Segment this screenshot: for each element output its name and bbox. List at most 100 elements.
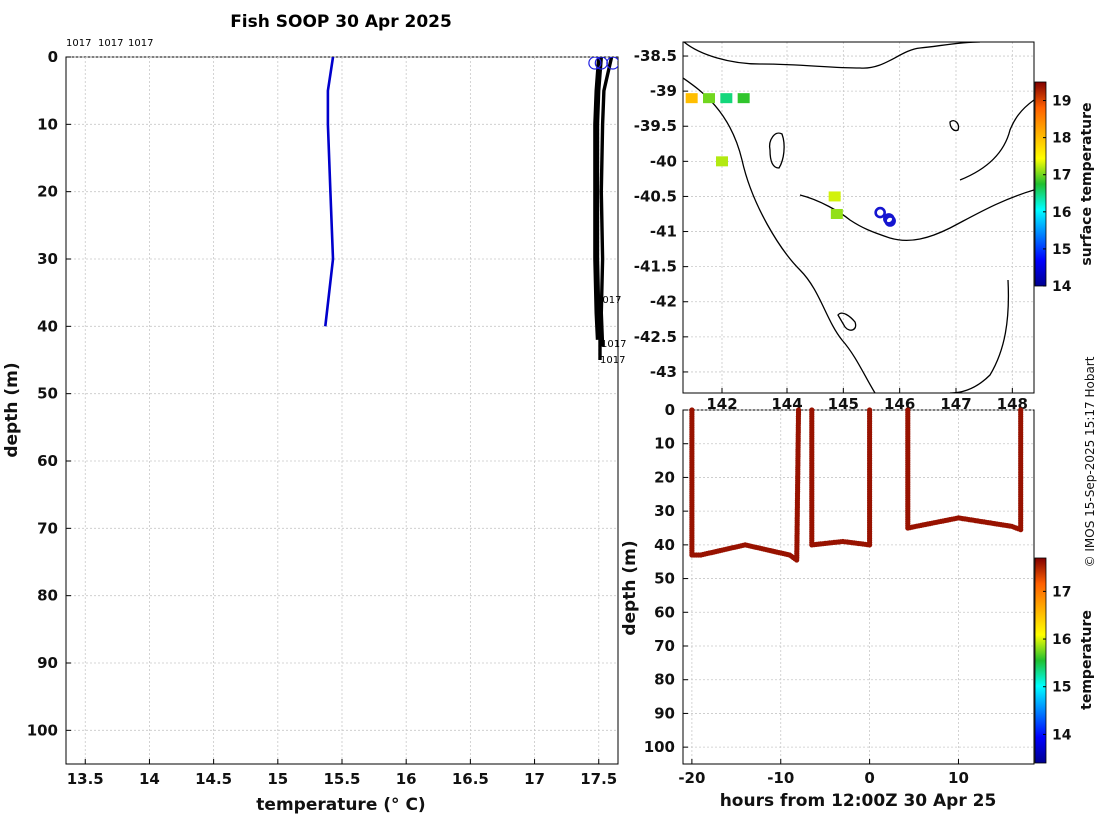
coast-flinders-island bbox=[959, 99, 1034, 181]
profile-ticks: 13.5 14 14.5 15 15.5 16 16.5 17 17.5 0 10 20 30 40 50 6… bbox=[27, 48, 618, 788]
temperature-colorbar-tick-label-0: 14 bbox=[1052, 727, 1072, 743]
profile-x-tick-label-5: 16 bbox=[396, 770, 417, 788]
track-1 bbox=[809, 407, 873, 548]
ts-y-tick-label-3: 30 bbox=[654, 502, 675, 520]
map-y-tick-label-5: -41 bbox=[650, 223, 677, 241]
profile-y-tick-label-2: 20 bbox=[37, 183, 58, 201]
profile-y-label: depth (m) bbox=[2, 362, 22, 457]
ts-y-tick-label-0: 0 bbox=[665, 401, 675, 419]
map-x-tick-label-0: 142 bbox=[706, 395, 737, 413]
islet bbox=[837, 312, 857, 331]
map-x-tick-label-1: 144 bbox=[771, 395, 802, 413]
temperature-colorbar-tick-label-1: 15 bbox=[1052, 680, 1071, 696]
profile-y-tick-label-9: 90 bbox=[37, 654, 58, 672]
map-y-tick-label-0: -38.5 bbox=[634, 47, 677, 65]
ts-y-tick-label-5: 50 bbox=[654, 570, 675, 588]
profile-series bbox=[324, 57, 618, 360]
ts-y-tick-label-1: 10 bbox=[654, 435, 675, 453]
ts-y-tick-label-4: 40 bbox=[654, 536, 675, 554]
profile-y-tick-label-5: 50 bbox=[37, 385, 58, 403]
profile-x-tick-label-1: 14 bbox=[139, 770, 160, 788]
credit-text: © IMOS 15-Sep-2025 15:17 Hobart bbox=[1083, 356, 1097, 567]
ts-x-tick-label-1: -10 bbox=[767, 769, 794, 787]
surface-colorbar-tick-label-5: 19 bbox=[1052, 94, 1071, 110]
map-background bbox=[683, 42, 1034, 393]
timeseries-points bbox=[689, 407, 1024, 563]
profile-x-tick-label-0: 13.5 bbox=[67, 770, 104, 788]
track-point bbox=[795, 407, 802, 413]
map-y-tick-label-7: -42 bbox=[650, 293, 677, 311]
timeseries-axes-box bbox=[682, 409, 1035, 765]
profile-surface-marker-2 bbox=[606, 57, 618, 70]
sst-patch-2 bbox=[720, 93, 733, 104]
ts-x-tick-label-0: -20 bbox=[678, 769, 705, 787]
coast-tasmania-east bbox=[949, 279, 1010, 393]
top-label-2: 1017 bbox=[98, 38, 123, 49]
profile-x-tick-label-2: 14.5 bbox=[195, 770, 232, 788]
profile-y-tick-label-7: 70 bbox=[37, 519, 58, 537]
map-y-tick-label-1: -39 bbox=[650, 82, 677, 100]
profile-y-tick-label-4: 40 bbox=[37, 317, 58, 335]
ts-y-tick-label-6: 60 bbox=[654, 603, 675, 621]
coast-victoria-west bbox=[683, 77, 876, 393]
surface-colorbar-tick-label-2: 16 bbox=[1052, 205, 1071, 221]
profile-y-tick-label-8: 80 bbox=[37, 587, 58, 605]
surface-colorbar-tick-label-0: 14 bbox=[1052, 279, 1072, 295]
profile-y-tick-label-3: 30 bbox=[37, 250, 58, 268]
timeseries-grid bbox=[683, 409, 1034, 764]
profile-line-3 bbox=[599, 57, 614, 347]
profile-x-label: temperature (° C) bbox=[256, 795, 425, 815]
map-grid bbox=[683, 42, 1034, 393]
map-y-tick-label-9: -43 bbox=[650, 363, 677, 381]
ts-y-tick-label-7: 70 bbox=[654, 637, 675, 655]
sst-patch-4 bbox=[716, 156, 728, 167]
sst-patch-0 bbox=[685, 93, 698, 104]
side-label-3: 1017 bbox=[600, 355, 625, 366]
timeseries-x-label: hours from 12:00Z 30 Apr 25 bbox=[720, 791, 997, 811]
station-marker-0 bbox=[874, 206, 886, 219]
map-y-tick-label-8: -42.5 bbox=[634, 328, 677, 346]
map-axes-box bbox=[682, 41, 1035, 394]
surface-colorbar-ticks: 14 15 16 17 18 19 bbox=[1043, 94, 1072, 295]
side-label-1: 1017 bbox=[596, 295, 621, 306]
profile-x-tick-label-7: 17 bbox=[524, 770, 545, 788]
surface-colorbar-label: surface temperature bbox=[1079, 102, 1095, 265]
chart-title: Fish SOOP 30 Apr 2025 bbox=[230, 12, 452, 32]
profile-line-2 bbox=[595, 57, 603, 360]
surface-colorbar-tick-label-4: 18 bbox=[1052, 131, 1071, 147]
ts-y-tick-label-2: 20 bbox=[654, 468, 675, 486]
sst-patch-3 bbox=[737, 93, 750, 104]
profile-x-tick-label-3: 15 bbox=[267, 770, 288, 788]
profile-y-tick-label-1: 10 bbox=[37, 115, 58, 133]
side-label-2: 1017 bbox=[601, 339, 626, 350]
ts-x-tick-label-3: 10 bbox=[948, 769, 969, 787]
map-y-tick-label-4: -40.5 bbox=[634, 187, 677, 205]
surface-colorbar-tick-label-1: 15 bbox=[1052, 242, 1071, 258]
timeseries-y-label: depth (m) bbox=[620, 540, 640, 635]
profile-x-tick-label-4: 15.5 bbox=[323, 770, 360, 788]
temperature-colorbar bbox=[1034, 557, 1047, 764]
ts-x-tick-label-2: 0 bbox=[864, 769, 874, 787]
profile-panel: 13.5 14 14.5 15 15.5 16 16.5 17 17.5 0 10 20 30 40 50 6… bbox=[2, 12, 626, 815]
islet-2 bbox=[949, 120, 960, 132]
track-2 bbox=[905, 407, 1024, 533]
temperature-colorbar-label: temperature bbox=[1079, 610, 1095, 710]
profile-line-0 bbox=[324, 57, 335, 327]
profile-line-1 bbox=[593, 57, 601, 340]
top-label-3: 1017 bbox=[128, 38, 153, 49]
profile-x-tick-label-6: 16.5 bbox=[452, 770, 489, 788]
ts-y-tick-label-10: 100 bbox=[644, 738, 675, 756]
temperature-colorbar-tick-label-3: 17 bbox=[1052, 584, 1071, 600]
ts-y-tick-label-9: 90 bbox=[654, 704, 675, 722]
profile-y-tick-label-10: 100 bbox=[27, 721, 58, 739]
map-ticks: -38.5 -39 -39.5 -40 -40.5 -41 -41.5 -42 -42.5 -43… bbox=[634, 47, 1028, 413]
track-point bbox=[1018, 407, 1024, 413]
temperature-colorbar-ticks: 14 15 16 17 bbox=[1043, 584, 1072, 743]
profile-y-tick-label-6: 60 bbox=[37, 452, 58, 470]
map-x-tick-label-4: 147 bbox=[940, 395, 971, 413]
map-y-tick-label-3: -40 bbox=[650, 152, 677, 170]
coast-victoria-south bbox=[683, 42, 981, 69]
sst-patch-6 bbox=[830, 208, 843, 219]
